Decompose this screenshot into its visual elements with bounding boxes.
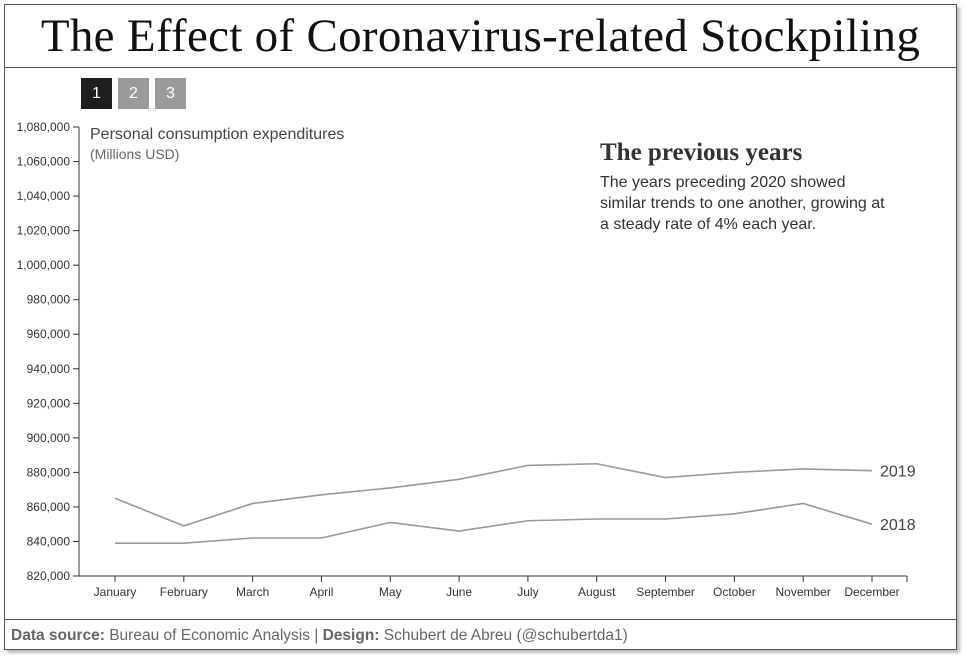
x-tick-label: May	[379, 585, 402, 599]
annotation-line: similar trends to one another, growing a…	[600, 195, 885, 212]
step-button-1[interactable]: 1	[81, 78, 112, 109]
step-button-2[interactable]: 2	[118, 78, 149, 109]
x-tick-label: February	[160, 585, 208, 599]
y-tick-label: 1,020,000	[17, 224, 71, 238]
y-tick-label: 940,000	[27, 362, 71, 376]
line-chart: 820,000 840,000 860,000 880,000 900,000 920,0…	[17, 120, 916, 599]
y-tick-label: 920,000	[27, 396, 71, 410]
y-tick-label: 820,000	[27, 569, 71, 583]
x-tick-label: November	[776, 585, 831, 599]
page-title: The Effect of Coronavirus-related Stockp…	[40, 10, 921, 62]
footer-credits: Data source: Bureau of Economic Analysis…	[11, 627, 628, 645]
x-tick-label: October	[713, 585, 756, 599]
annotation-line: The years preceding 2020 showed	[600, 174, 846, 191]
annotation-line: a steady rate of 4% each year.	[600, 216, 816, 233]
y-tick-label: 980,000	[27, 293, 71, 307]
x-tick-label: December	[844, 585, 899, 599]
y-tick-label: 860,000	[27, 500, 71, 514]
footer: Data source: Bureau of Economic Analysis…	[5, 619, 956, 650]
y-tick-label: 1,040,000	[17, 189, 71, 203]
x-tick-label: January	[94, 585, 137, 599]
y-tick-label: 1,000,000	[17, 258, 71, 272]
y-tick-label: 1,080,000	[17, 120, 71, 134]
series-label-2019: 2019	[880, 464, 916, 481]
x-tick-label: June	[446, 585, 472, 599]
y-tick-label: 960,000	[27, 327, 71, 341]
design-label: Design:	[322, 627, 380, 644]
x-tick-label: March	[236, 585, 269, 599]
series-label-2018: 2018	[880, 517, 916, 534]
y-tick-label: 880,000	[27, 465, 71, 479]
x-tick-label: April	[309, 585, 333, 599]
x-tick-label: September	[636, 585, 695, 599]
design-value: Schubert de Abreu (@schubertda1)	[379, 627, 628, 644]
chart-frame: The Effect of Coronavirus-related Stockp…	[4, 4, 957, 650]
y-tick-label: 840,000	[27, 534, 71, 548]
series-line-2018	[115, 502, 873, 544]
series-line-2019	[114, 462, 873, 527]
y-axis-label: Personal consumption expenditures	[90, 126, 344, 143]
step-button-3[interactable]: 3	[155, 78, 186, 109]
annotation-heading: The previous years	[600, 139, 803, 166]
title-bar: The Effect of Coronavirus-related Stockp…	[5, 5, 956, 68]
x-tick-label: July	[517, 585, 538, 599]
source-value: Bureau of Economic Analysis |	[104, 627, 323, 644]
y-tick-label: 900,000	[27, 431, 71, 445]
y-axis-label-sub: (Millions USD)	[90, 146, 179, 162]
source-label: Data source:	[11, 627, 105, 644]
x-tick-label: August	[578, 585, 616, 599]
y-tick-label: 1,060,000	[17, 155, 71, 169]
